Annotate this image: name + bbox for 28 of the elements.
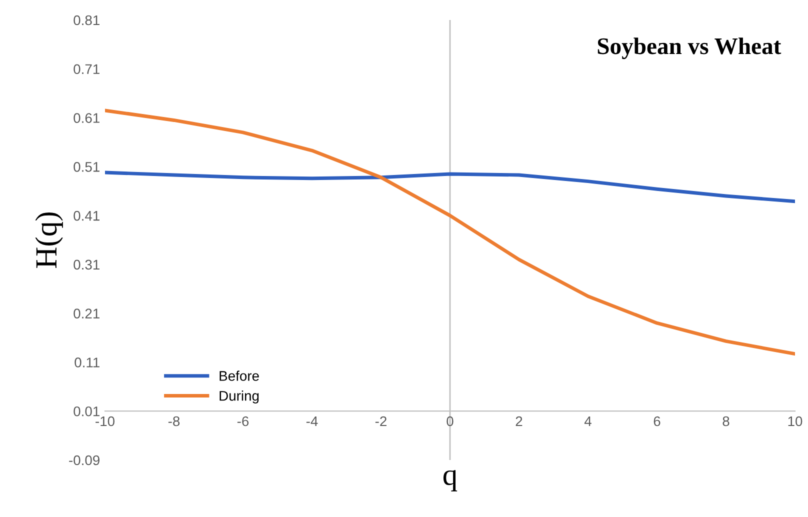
y-tick-label: 0.81	[74, 15, 100, 26]
x-tick-label: 0	[446, 416, 454, 426]
legend-label: Before	[220, 370, 259, 381]
y-axis-title: H(q)	[35, 212, 63, 268]
text: Soybean vs Wheat	[598, 38, 782, 60]
y-tick-label: 0.01	[74, 406, 100, 416]
x-axis-title: q	[443, 470, 458, 492]
y-tick-label: 0.51	[74, 162, 100, 172]
y-tick-label: -0.09	[69, 455, 100, 466]
line-series	[105, 108, 795, 356]
y-tick-label: 0.61	[74, 113, 100, 123]
y-tick-label: 0.21	[74, 308, 100, 319]
x-tick-label: 4	[584, 416, 592, 426]
x-tick-label: 8	[722, 416, 730, 426]
x-tick-label: -6	[237, 416, 249, 426]
line-series	[105, 170, 795, 204]
x-tick-label: 6	[654, 416, 660, 426]
x-tick-label: 10	[788, 416, 802, 426]
y-tick-label: 0.41	[74, 210, 100, 221]
y-tick-label: 0.71	[74, 64, 100, 74]
y-tick-label: 0.31	[74, 260, 100, 270]
x-tick-label: 2	[516, 416, 522, 426]
x-tick-label: -8	[168, 416, 180, 426]
x-tick-label: -4	[306, 416, 318, 426]
x-tick-label: -2	[375, 416, 386, 426]
legend-label: During	[220, 390, 259, 404]
x-tick-label: -10	[96, 416, 114, 426]
y-tick-label: 0.11	[74, 358, 100, 368]
